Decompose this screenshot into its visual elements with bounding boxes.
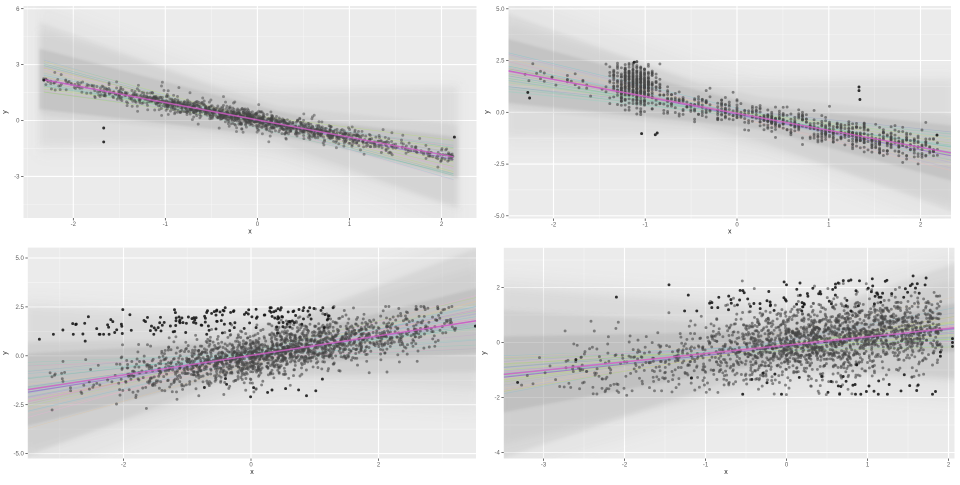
svg-text:2: 2	[440, 222, 444, 228]
svg-text:-2: -2	[121, 463, 127, 469]
svg-text:2.5: 2.5	[15, 305, 24, 311]
svg-text:x: x	[250, 469, 254, 476]
svg-text:0.0: 0.0	[496, 110, 505, 116]
svg-text:1: 1	[348, 222, 352, 228]
svg-text:-2: -2	[551, 223, 557, 229]
svg-text:0: 0	[249, 463, 253, 469]
svg-text:0: 0	[256, 222, 260, 228]
svg-text:-2.5: -2.5	[494, 162, 505, 168]
svg-text:0.0: 0.0	[15, 354, 24, 360]
svg-text:-5.0: -5.0	[13, 452, 24, 458]
svg-text:y: y	[484, 110, 491, 114]
svg-text:-3: -3	[14, 175, 20, 181]
svg-text:-2.5: -2.5	[13, 403, 24, 409]
svg-text:1: 1	[827, 223, 831, 229]
svg-text:0: 0	[735, 223, 739, 229]
svg-text:2: 2	[377, 463, 381, 469]
svg-text:-5.0: -5.0	[494, 214, 505, 220]
svg-text:6: 6	[16, 7, 20, 13]
svg-text:2: 2	[919, 223, 923, 229]
svg-text:-2: -2	[71, 222, 77, 228]
svg-text:3: 3	[16, 63, 20, 69]
svg-text:y: y	[2, 351, 9, 355]
svg-text:y: y	[2, 110, 9, 114]
svg-text:2.5: 2.5	[496, 59, 505, 65]
svg-text:-1: -1	[643, 223, 649, 229]
svg-text:0: 0	[16, 119, 20, 125]
svg-text:x: x	[248, 229, 252, 236]
svg-text:5.0: 5.0	[15, 256, 24, 262]
svg-text:-1: -1	[163, 222, 169, 228]
svg-text:5.0: 5.0	[496, 7, 505, 13]
svg-text:x: x	[728, 229, 732, 236]
